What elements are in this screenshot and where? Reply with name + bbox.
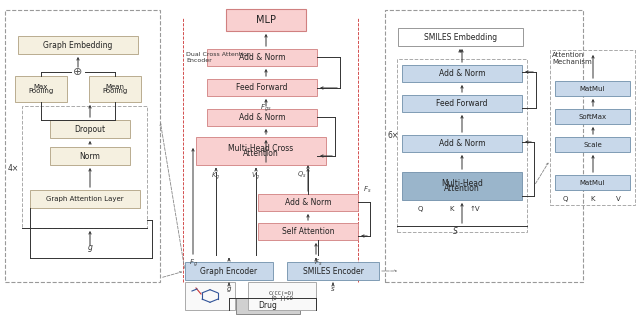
Bar bbox=[22, 106, 147, 228]
Bar bbox=[258, 223, 358, 240]
Text: $F_g$: $F_g$ bbox=[189, 257, 198, 269]
Text: C(CC(=O)
[O-])CO: C(CC(=O) [O-])CO bbox=[269, 291, 295, 301]
Bar bbox=[185, 262, 273, 280]
Text: Pooling: Pooling bbox=[28, 88, 54, 94]
Bar bbox=[258, 194, 358, 211]
Text: Self Attention: Self Attention bbox=[282, 227, 334, 236]
Text: V: V bbox=[616, 196, 620, 202]
Bar bbox=[185, 282, 235, 310]
Bar bbox=[30, 190, 140, 208]
Text: Attention
Mechanism: Attention Mechanism bbox=[552, 52, 592, 65]
Text: g: g bbox=[88, 244, 92, 252]
Bar bbox=[402, 65, 522, 82]
Text: $V_g$: $V_g$ bbox=[252, 170, 260, 181]
Text: Multi-Head Cross: Multi-Head Cross bbox=[228, 144, 294, 153]
Bar bbox=[15, 76, 67, 102]
Text: Max: Max bbox=[34, 84, 48, 90]
Text: $K_g$: $K_g$ bbox=[211, 170, 221, 181]
Bar bbox=[5, 10, 160, 282]
Text: Dropout: Dropout bbox=[74, 124, 106, 133]
Bar bbox=[196, 137, 326, 165]
Text: $F_s$: $F_s$ bbox=[314, 258, 322, 268]
Text: SoftMax: SoftMax bbox=[579, 114, 607, 119]
Text: Add & Norm: Add & Norm bbox=[439, 69, 485, 78]
Bar bbox=[248, 282, 316, 310]
Text: Add & Norm: Add & Norm bbox=[285, 198, 332, 207]
Bar bbox=[555, 109, 630, 124]
Text: Add & Norm: Add & Norm bbox=[239, 53, 285, 62]
Bar bbox=[50, 147, 130, 165]
Bar bbox=[402, 135, 522, 152]
Text: $F_s$: $F_s$ bbox=[363, 185, 371, 195]
Text: 6×: 6× bbox=[387, 131, 398, 140]
Text: Graph Attention Layer: Graph Attention Layer bbox=[46, 196, 124, 202]
Text: Graph Embedding: Graph Embedding bbox=[44, 41, 113, 50]
Bar bbox=[402, 95, 522, 112]
Text: $Q_s$: $Q_s$ bbox=[297, 170, 307, 180]
Bar bbox=[207, 109, 317, 126]
Text: Multi-Head: Multi-Head bbox=[441, 179, 483, 188]
Text: Feed Forward: Feed Forward bbox=[436, 99, 488, 108]
Bar bbox=[555, 81, 630, 96]
Text: Feed Forward: Feed Forward bbox=[236, 83, 288, 92]
Bar bbox=[398, 28, 523, 46]
Text: Q: Q bbox=[417, 206, 422, 212]
Text: Q: Q bbox=[563, 196, 568, 202]
Text: Scale: Scale bbox=[583, 141, 602, 148]
Bar bbox=[555, 175, 630, 190]
Text: Pooling: Pooling bbox=[102, 88, 127, 94]
Bar bbox=[50, 120, 130, 138]
Text: Attention: Attention bbox=[243, 149, 279, 158]
Bar bbox=[207, 49, 317, 66]
Text: Norm: Norm bbox=[79, 151, 100, 161]
Text: ⊕: ⊕ bbox=[74, 67, 83, 77]
Text: K: K bbox=[591, 196, 595, 202]
Text: Mean: Mean bbox=[106, 84, 125, 90]
Bar bbox=[555, 137, 630, 152]
Text: MLP: MLP bbox=[256, 15, 276, 25]
Text: Add & Norm: Add & Norm bbox=[439, 139, 485, 148]
Text: s: s bbox=[331, 286, 335, 292]
Text: Drug: Drug bbox=[259, 301, 277, 310]
Text: SMILES Encoder: SMILES Encoder bbox=[303, 267, 364, 276]
Bar bbox=[550, 50, 635, 205]
Bar bbox=[385, 10, 583, 282]
Text: 4×: 4× bbox=[8, 164, 19, 172]
Bar bbox=[287, 262, 379, 280]
Bar bbox=[397, 59, 527, 232]
Text: SMILES Embedding: SMILES Embedding bbox=[424, 33, 497, 42]
Text: Dual Cross Attention
Encoder: Dual Cross Attention Encoder bbox=[186, 52, 251, 63]
Text: K: K bbox=[450, 206, 454, 212]
Text: ↑V: ↑V bbox=[470, 206, 480, 212]
Text: Attention: Attention bbox=[444, 184, 480, 193]
Bar bbox=[207, 79, 317, 96]
Bar bbox=[236, 298, 300, 314]
Bar bbox=[226, 9, 306, 31]
Bar bbox=[89, 76, 141, 102]
Text: MatMul: MatMul bbox=[580, 85, 605, 92]
Text: MatMul: MatMul bbox=[580, 180, 605, 186]
Bar bbox=[18, 36, 138, 54]
Text: S: S bbox=[452, 227, 458, 236]
Text: g: g bbox=[227, 286, 231, 292]
Text: $F_{gs}$: $F_{gs}$ bbox=[260, 102, 272, 114]
Text: Graph Encoder: Graph Encoder bbox=[200, 267, 257, 276]
Text: Add & Norm: Add & Norm bbox=[239, 113, 285, 122]
Bar bbox=[402, 172, 522, 200]
